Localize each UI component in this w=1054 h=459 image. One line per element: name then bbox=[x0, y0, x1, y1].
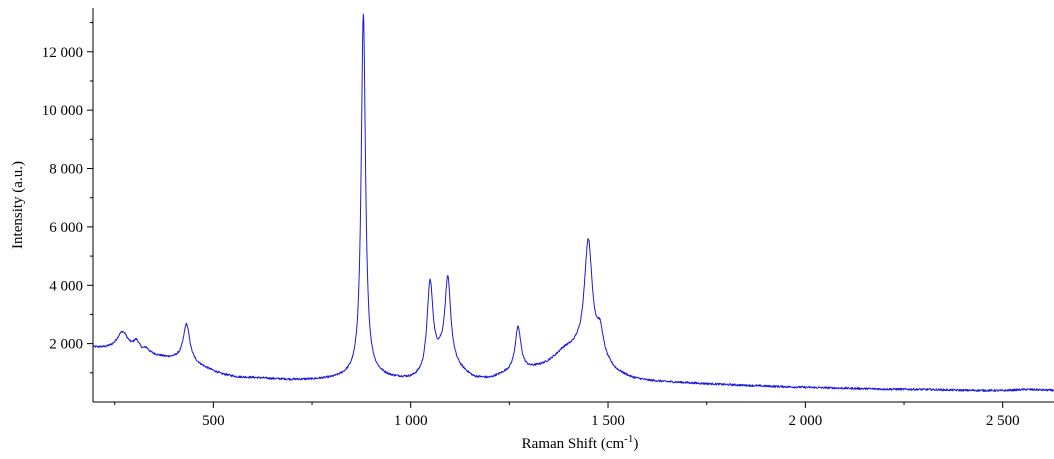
y-axis-ticks: 2 000 4 000 6 000 8 000 10 000 12 000 bbox=[42, 22, 93, 374]
x-axis-label-superscript: -1 bbox=[624, 433, 633, 445]
axes bbox=[92, 8, 1054, 403]
x-axis-label-suffix: ) bbox=[633, 436, 638, 452]
x-tick-label: 2 500 bbox=[986, 413, 1020, 429]
series-layer bbox=[92, 13, 1054, 392]
y-tick-label: 12 000 bbox=[42, 45, 83, 61]
y-tick-label: 2 000 bbox=[49, 337, 83, 353]
x-axis-label-main: Raman Shift (cm bbox=[522, 436, 625, 452]
y-tick-label: 4 000 bbox=[49, 278, 83, 294]
x-tick-label: 2 000 bbox=[788, 413, 822, 429]
y-tick-label: 10 000 bbox=[42, 103, 83, 119]
x-axis-label: Raman Shift (cm-1) bbox=[522, 433, 639, 452]
y-tick-label: 8 000 bbox=[49, 162, 83, 178]
x-tick-label: 1 000 bbox=[394, 413, 428, 429]
y-tick-label: 6 000 bbox=[49, 220, 83, 236]
y-axis-label: Intensity (a.u.) bbox=[10, 161, 26, 249]
x-tick-label: 500 bbox=[202, 413, 225, 429]
spectrum-line-0 bbox=[92, 13, 1054, 392]
x-tick-label: 1 500 bbox=[591, 413, 625, 429]
x-axis-ticks: 500 1 000 1 500 2 000 2 500 bbox=[114, 402, 1020, 429]
